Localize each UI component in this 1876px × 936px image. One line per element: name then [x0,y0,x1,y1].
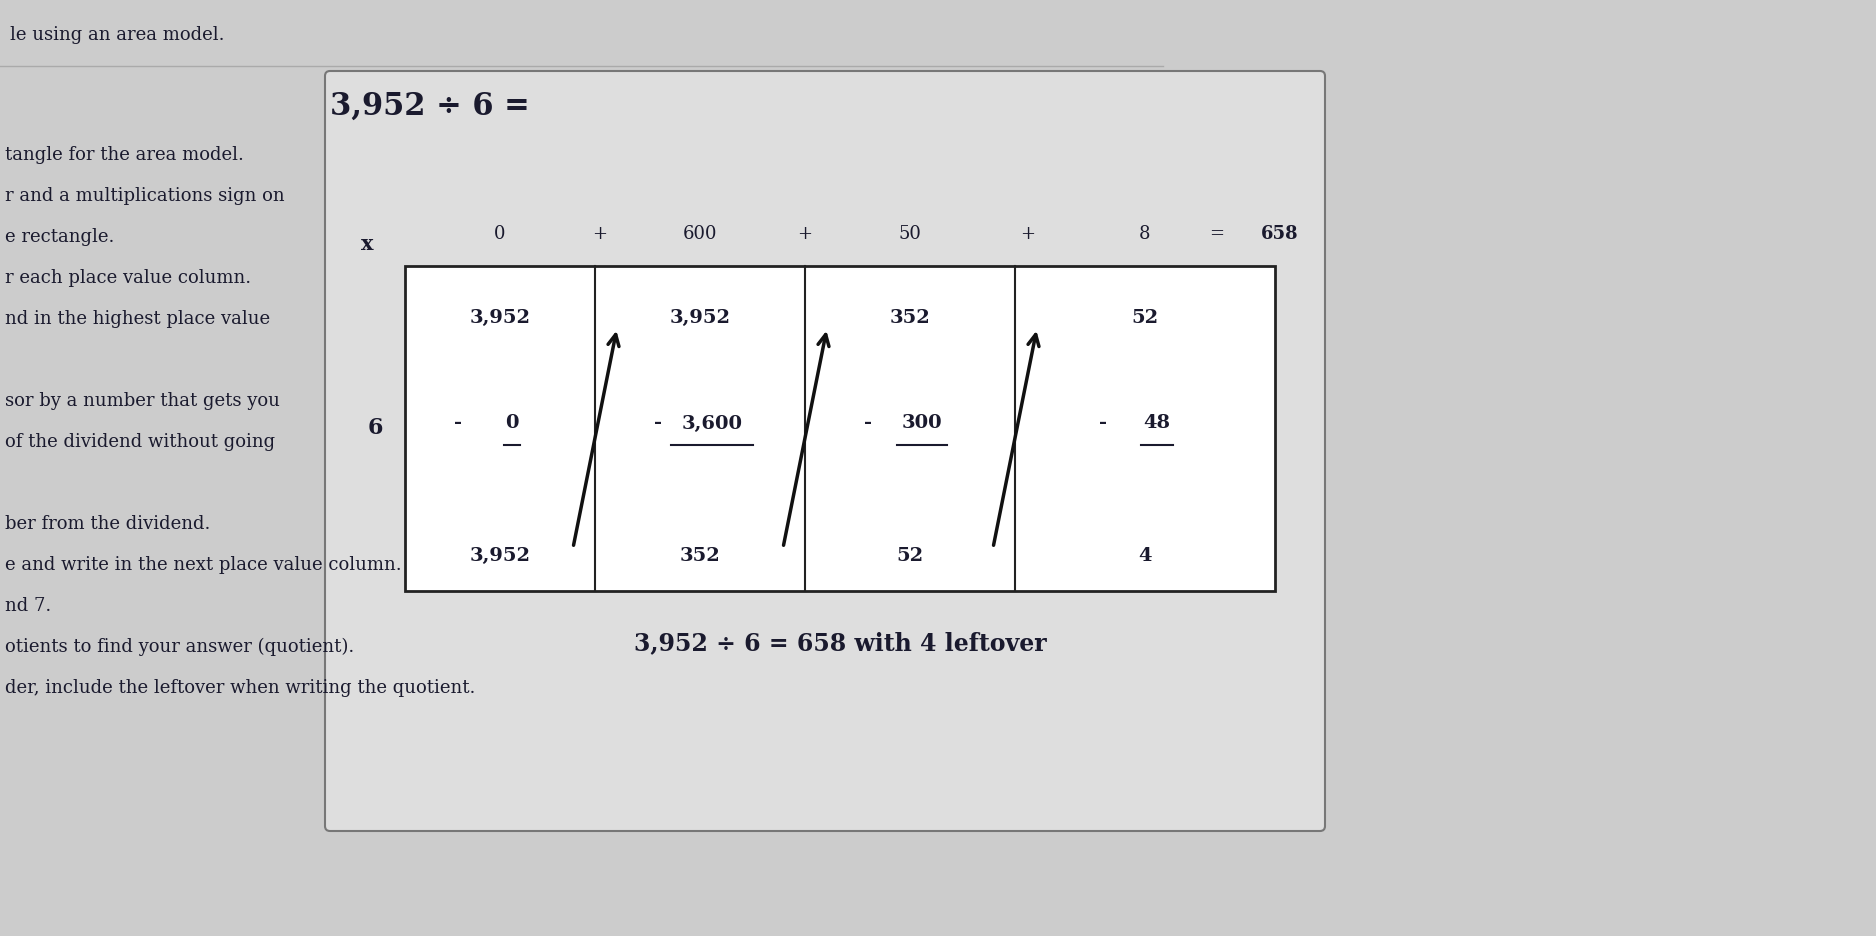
Text: of the dividend without going: of the dividend without going [6,433,276,451]
Text: e and write in the next place value column.: e and write in the next place value colu… [6,556,401,574]
Text: 600: 600 [683,225,717,243]
Text: 300: 300 [902,415,942,432]
Text: -: - [1099,415,1107,432]
Text: le using an area model.: le using an area model. [9,26,225,44]
Text: 8: 8 [1139,225,1150,243]
Text: =: = [1210,225,1225,243]
Text: sor by a number that gets you: sor by a number that gets you [6,392,280,410]
Text: 48: 48 [1144,415,1171,432]
Text: -: - [655,415,662,432]
Text: 3,952 ÷ 6 =: 3,952 ÷ 6 = [330,91,529,122]
Text: 3,952: 3,952 [670,309,730,327]
Text: 0: 0 [505,415,520,432]
Text: otients to find your answer (quotient).: otients to find your answer (quotient). [6,638,355,656]
Text: ber from the dividend.: ber from the dividend. [6,515,210,533]
Text: 50: 50 [899,225,921,243]
Text: +: + [593,225,608,243]
Text: 352: 352 [889,309,930,327]
Text: e rectangle.: e rectangle. [6,228,114,246]
Bar [405,266,1276,591]
Text: -: - [454,415,461,432]
Text: 658: 658 [1261,225,1298,243]
Text: -: - [865,415,872,432]
Text: 3,600: 3,600 [681,415,743,432]
Text: 6: 6 [368,417,383,440]
Text: 3,952: 3,952 [469,309,531,327]
Text: r and a multiplications sign on: r and a multiplications sign on [6,187,285,205]
Text: der, include the leftover when writing the quotient.: der, include the leftover when writing t… [6,679,475,697]
Text: nd 7.: nd 7. [6,597,51,615]
Text: 0: 0 [493,225,507,243]
Text: +: + [1021,225,1036,243]
Text: +: + [797,225,812,243]
Text: 52: 52 [897,547,923,565]
Text: 352: 352 [679,547,720,565]
Text: tangle for the area model.: tangle for the area model. [6,146,244,164]
Text: 4: 4 [1139,547,1152,565]
Text: 52: 52 [1131,309,1159,327]
FancyBboxPatch shape [325,71,1324,831]
Text: nd in the highest place value: nd in the highest place value [6,310,270,328]
Text: 3,952: 3,952 [469,547,531,565]
Text: 3,952 ÷ 6 = 658 with 4 leftover: 3,952 ÷ 6 = 658 with 4 leftover [634,631,1047,655]
Text: x: x [360,234,373,254]
Text: r each place value column.: r each place value column. [6,269,251,287]
